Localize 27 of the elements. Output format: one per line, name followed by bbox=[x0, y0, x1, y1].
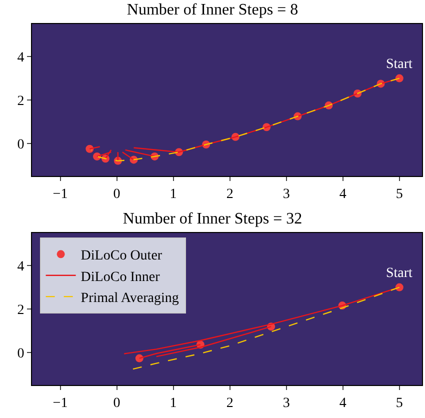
x-tick-label: 4 bbox=[339, 396, 346, 411]
y-tick-label: 0 bbox=[17, 346, 24, 362]
legend-label: DiLoCo Outer bbox=[80, 248, 162, 264]
x-tick-label: 1 bbox=[170, 396, 177, 411]
annotation: Start bbox=[386, 57, 413, 72]
y-tick-label: 0 bbox=[17, 137, 24, 152]
x-tick-label: 4 bbox=[339, 186, 346, 202]
x-tick-label: 2 bbox=[226, 186, 234, 202]
annotation: Start bbox=[386, 266, 413, 281]
chart-title: Number of Inner Steps = 8 bbox=[126, 1, 298, 18]
y-tick-label: 2 bbox=[17, 302, 24, 318]
x-tick-label: −1 bbox=[52, 396, 68, 411]
y-tick-label: 4 bbox=[17, 50, 24, 66]
x-tick-label: 1 bbox=[170, 186, 177, 202]
x-tick-label: 3 bbox=[282, 396, 290, 411]
y-tick-label: 2 bbox=[17, 94, 24, 109]
legend-label: DiLoCo Inner bbox=[80, 270, 160, 285]
chart-title: Number of Inner Steps = 32 bbox=[122, 210, 302, 228]
y-tick-label: 4 bbox=[17, 259, 24, 274]
x-tick-label: 5 bbox=[396, 396, 403, 411]
x-tick-label: 0 bbox=[113, 396, 120, 411]
legend-label: Primal Averaging bbox=[80, 291, 179, 306]
x-tick-label: −1 bbox=[52, 186, 68, 202]
x-tick-label: 2 bbox=[226, 396, 234, 411]
x-tick-label: 5 bbox=[396, 186, 403, 202]
x-tick-label: 0 bbox=[113, 186, 120, 202]
x-tick-label: 3 bbox=[282, 186, 290, 202]
